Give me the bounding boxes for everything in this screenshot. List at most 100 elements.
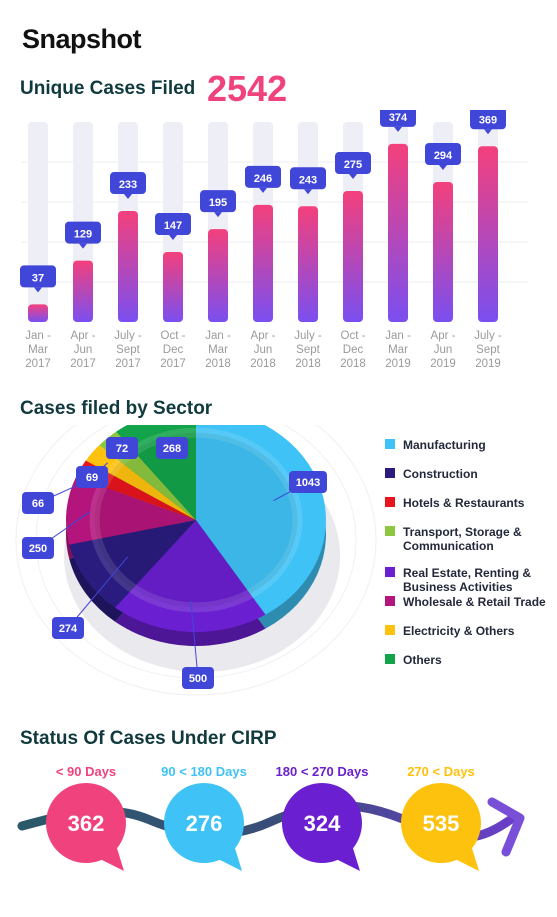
status-value: 535 [423, 811, 460, 836]
bar-category-label: Jan - [25, 330, 51, 342]
pie-value-box [22, 492, 54, 514]
pie-inner-shade [94, 432, 298, 608]
bar-category-label: Apr - [251, 330, 276, 342]
bar-value-label: 369 [479, 114, 497, 126]
bar [208, 229, 228, 322]
bar-category-label: Jun [74, 344, 93, 356]
bar [388, 143, 408, 322]
bar-value-pointer [349, 174, 357, 180]
bar-value-box [380, 110, 416, 127]
pie-inner-ring [89, 427, 303, 613]
bar-value-box [110, 172, 146, 195]
status-range-label: < 90 Days [55, 764, 117, 779]
decor-ring [15, 425, 377, 696]
bar-value-box [470, 110, 506, 130]
legend-label: Others [403, 653, 442, 667]
bar-value-pointer [484, 129, 492, 135]
bar-category-label: Jan - [205, 330, 231, 342]
sector-pie-chart: 1043 500 274 250 66 69 72 268 [15, 425, 377, 696]
bar-value-pointer [34, 287, 42, 293]
bar-value-label: 275 [344, 159, 362, 171]
legend-swatch [385, 567, 395, 577]
bar-value-label: 233 [119, 179, 137, 191]
bar-category-label: 2018 [250, 358, 276, 370]
status-range-label: 90 < 180 Days [161, 764, 247, 779]
pie-value-label: 1043 [296, 477, 320, 489]
bar-value-label: 147 [164, 220, 182, 232]
legend-swatch [385, 526, 395, 536]
legend-label: Hotels & Restaurants [403, 496, 525, 510]
bar-category-label: 2019 [475, 358, 501, 370]
sector-title: Cases filed by Sector [20, 398, 213, 419]
cirp-status-title: Status Of Cases Under CIRP [20, 728, 277, 749]
legend-label: Electricity & Others [403, 624, 515, 638]
bar-category-label: Oct - [161, 330, 186, 342]
bar-value-label: 374 [389, 112, 408, 124]
bar-category-label: July - [474, 330, 502, 342]
bar-value-box [335, 152, 371, 175]
legend-label: Construction [403, 467, 478, 481]
bar-value-box [155, 213, 191, 235]
pie-value-label: 250 [29, 543, 47, 555]
bar-value-box [425, 143, 461, 165]
bar-value-label: 195 [209, 197, 227, 209]
legend-label: Wholesale & Retail Trade [403, 595, 546, 609]
bar-value-box [290, 167, 326, 190]
legend-swatch [385, 596, 395, 606]
status-value: 324 [304, 811, 341, 836]
bar [118, 211, 138, 322]
bar [478, 146, 498, 322]
bar-value-pointer [79, 243, 87, 249]
status-range-label: 180 < 270 Days [275, 764, 369, 779]
bar-category-label: July - [294, 330, 322, 342]
bar [253, 204, 273, 322]
legend-swatch [385, 468, 395, 478]
legend-swatch [385, 654, 395, 664]
bar-value-box [65, 221, 101, 244]
bar-category-label: Oct - [341, 330, 366, 342]
pie-value-box [106, 437, 138, 459]
legend-label: Manufacturing [403, 438, 486, 452]
pie-value-label: 69 [86, 472, 98, 484]
pie-value-label: 268 [163, 443, 181, 455]
pie-value-label: 274 [59, 623, 78, 635]
bar-category-label: Dec [163, 344, 184, 356]
bar [163, 252, 183, 322]
bar [343, 191, 363, 322]
bar-category-label: Jun [254, 344, 273, 356]
status-bubble [164, 783, 244, 863]
bar-category-label: Jan - [385, 330, 411, 342]
status-bubble-tail [214, 845, 242, 871]
pie-value-box [52, 617, 84, 639]
pie-value-box [156, 437, 188, 459]
bar-value-box [20, 265, 56, 288]
bar [298, 206, 318, 322]
bar-value-label: 129 [74, 229, 92, 241]
timeline-arrow-icon [487, 797, 525, 857]
status-bubble [46, 783, 126, 863]
status-bubble-tail [96, 845, 124, 871]
legend-label: Real Estate, Renting & Business Activiti… [403, 566, 532, 594]
pie-callout-line [190, 600, 199, 679]
bar-category-label: Dec [343, 344, 364, 356]
pie-callout-line [67, 556, 129, 629]
bar-value-pointer [124, 194, 132, 200]
pie-slice [115, 520, 266, 632]
bar-value-pointer [169, 235, 177, 240]
legend-swatch [385, 439, 395, 449]
bar-category-label: 2017 [115, 358, 141, 370]
pie-value-box [76, 466, 108, 488]
bar-value-pointer [214, 212, 222, 218]
status-bubble [282, 783, 362, 863]
bar-value-box [245, 165, 281, 188]
bar-category-label: Mar [28, 344, 48, 356]
bar-category-label: Sept [116, 344, 140, 356]
bar-category-label: 2017 [70, 358, 96, 370]
pie-slice [85, 445, 196, 520]
bar-category-label: 2018 [295, 358, 321, 370]
bar-category-label: 2017 [160, 358, 186, 370]
bar-category-label: Mar [388, 344, 408, 356]
bar-value-label: 294 [434, 150, 453, 162]
bar [28, 304, 48, 322]
bar-category-label: 2018 [205, 358, 231, 370]
